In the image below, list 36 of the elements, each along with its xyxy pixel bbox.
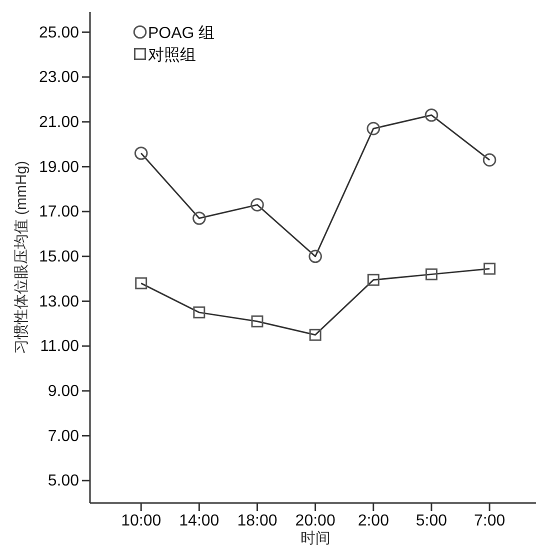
point [366,122,380,136]
point [251,315,264,328]
x-tick-label: 14:00 [179,512,220,530]
x-axis-title: 时间 [300,530,330,547]
x-tick-label: 18:00 [237,512,278,530]
point [484,262,496,275]
x-tick-label: 5:00 [416,512,448,530]
y-tick-label: 25.00 [38,24,80,42]
point [425,268,438,280]
point [193,306,206,318]
y-tick-label: 9.00 [48,383,80,400]
point [367,274,380,286]
x-tick-label: 7:00 [474,512,506,530]
point [134,146,148,160]
x-tick-label: 2:00 [358,512,390,530]
x-tick-label: 20:00 [295,512,336,530]
legend-label: POAG 组 [148,25,215,42]
point [192,212,206,225]
y-tick-label: 21.00 [38,114,80,131]
legend-label: 对照组 [148,46,196,64]
y-tick-label: 23.00 [38,69,80,86]
point [135,277,148,290]
y-tick-label: 7.00 [48,428,80,445]
y-tick-label: 13.00 [38,293,80,310]
point [482,153,496,167]
y-tick-label: 11.00 [40,338,80,356]
point [308,250,322,264]
y-tick-label: 17.00 [38,204,80,221]
point [424,108,438,122]
point [309,328,322,341]
y-tick-label: 19.00 [38,158,80,176]
point [250,198,264,212]
y-tick-label: 15.00 [38,248,80,266]
y-axis-title: 习惯性体位眼压均值 (mmHg) [13,160,30,354]
y-tick-label: 5.00 [48,472,80,490]
x-tick-label: 10:00 [121,512,162,530]
